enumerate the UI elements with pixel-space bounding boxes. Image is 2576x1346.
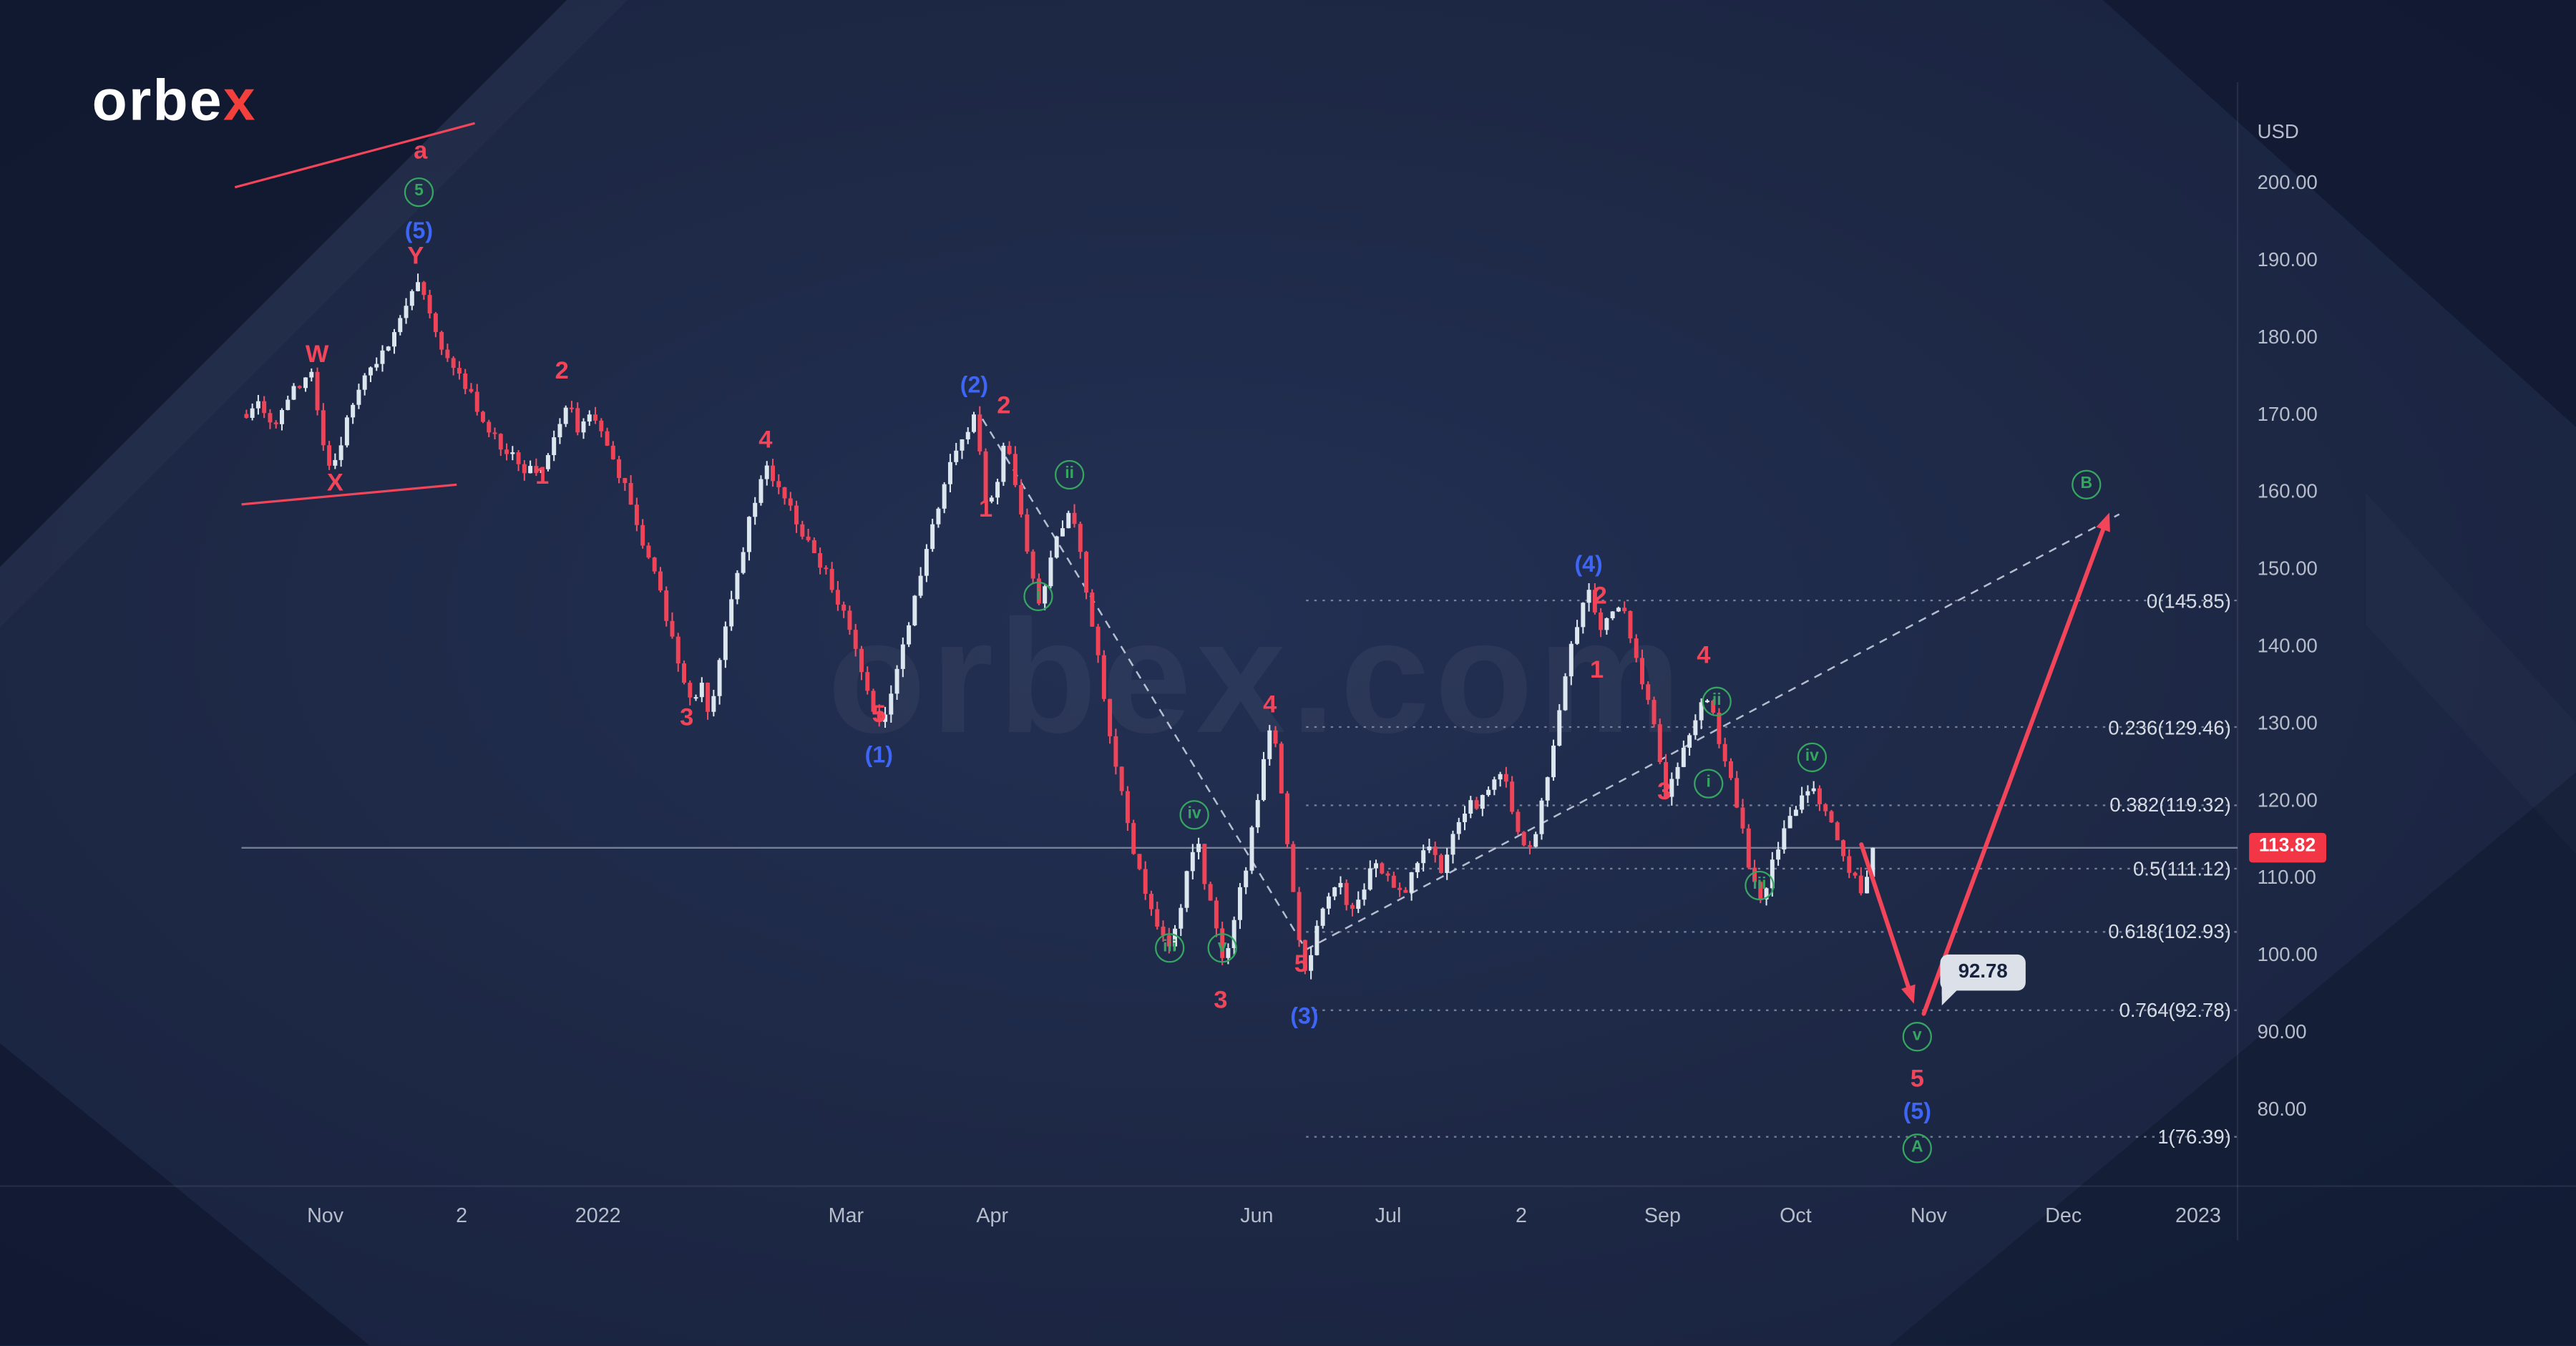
price-tick-label: 140.00 (2257, 634, 2318, 658)
time-tick-label: Oct (1780, 1204, 1812, 1228)
time-tick-label: Nov (1910, 1204, 1947, 1228)
time-tick-label: Jun (1240, 1204, 1274, 1228)
price-tick-label: 160.00 (2257, 479, 2318, 503)
price-tick-label: 90.00 (2257, 1020, 2307, 1043)
price-target-callout: 92.78 (1940, 954, 2026, 1004)
time-tick-label: 2 (1516, 1204, 1527, 1228)
price-tick-label: 180.00 (2257, 325, 2318, 348)
brand-logo-main: orbe (92, 69, 223, 133)
time-tick-label: Apr (976, 1204, 1009, 1228)
price-tick-label: 130.00 (2257, 711, 2318, 735)
price-tick-label: 190.00 (2257, 248, 2318, 271)
projection-arrow (1859, 842, 1911, 989)
trendline-dashed (1305, 513, 2120, 951)
price-tick-label: 80.00 (2257, 1097, 2307, 1121)
currency-label: USD (2257, 120, 2299, 143)
projection-arrow (1921, 527, 2106, 1016)
time-tick-label: Nov (307, 1204, 344, 1228)
price-tick-label: 170.00 (2257, 402, 2318, 426)
price-tick-label: 100.00 (2257, 942, 2318, 966)
time-tick-label: 2 (456, 1204, 468, 1228)
time-tick-label: Sep (1644, 1204, 1681, 1228)
time-tick-label: Dec (2045, 1204, 2082, 1228)
candlesticks (244, 273, 1875, 980)
current-price-badge: 113.82 (2249, 833, 2326, 862)
brand-logo: orbex (92, 69, 257, 135)
price-tick-label: 110.00 (2257, 865, 2316, 889)
channel-line (234, 122, 475, 189)
time-tick-label: Jul (1375, 1204, 1402, 1228)
price-tick-label: 150.00 (2257, 557, 2318, 580)
time-tick-label: Mar (828, 1204, 864, 1228)
channel-line (241, 483, 457, 506)
time-tick-label: 2022 (575, 1204, 621, 1228)
projection-arrowhead (2096, 512, 2110, 532)
projection-arrowhead (1901, 984, 1916, 1004)
price-tick-label: 120.00 (2257, 789, 2318, 812)
price-tick-label: 200.00 (2257, 170, 2318, 194)
brand-logo-accent: x (223, 69, 257, 133)
time-tick-label: 2023 (2175, 1204, 2221, 1228)
